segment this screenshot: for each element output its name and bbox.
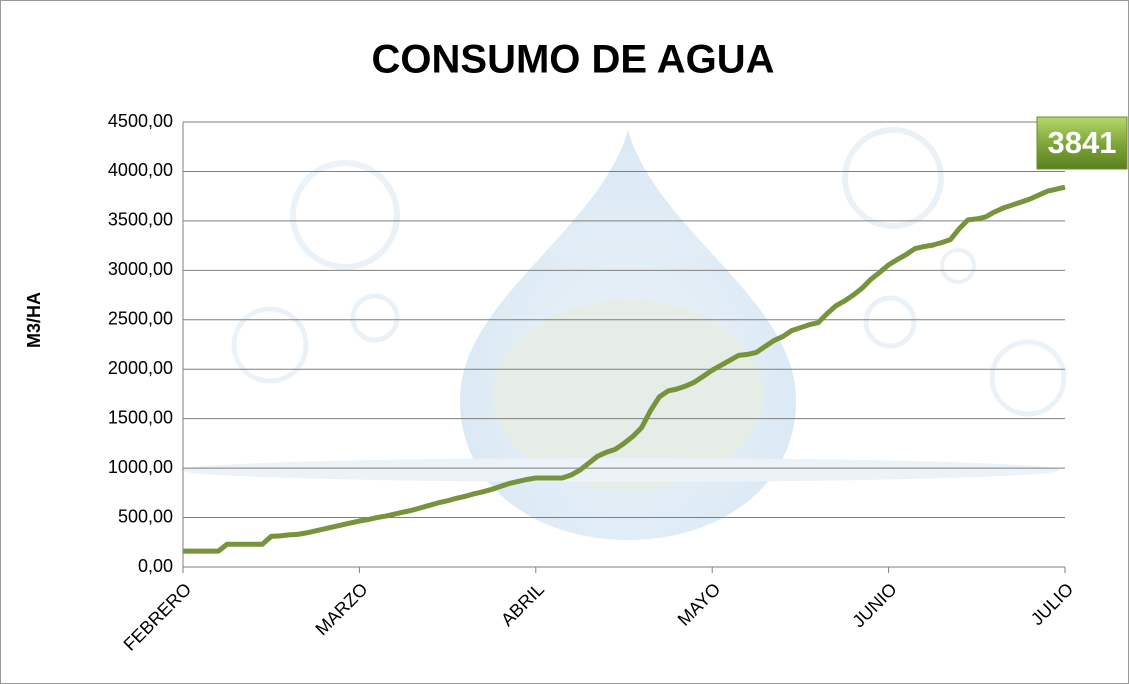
y-tick-label: 4000,00 [108, 160, 173, 180]
y-tick-label: 3000,00 [108, 259, 173, 279]
y-tick-label: 500,00 [118, 506, 173, 526]
y-axis-label: M3/HA [24, 292, 44, 348]
chart-title: CONSUMO DE AGUA [372, 38, 775, 82]
y-tick-label: 2500,00 [108, 309, 173, 329]
y-tick-label: 4500,00 [108, 111, 173, 131]
y-tick-label: 1000,00 [108, 457, 173, 477]
y-tick-label: 1500,00 [108, 407, 173, 427]
annotation-box [1036, 116, 1128, 170]
watermark [180, 127, 1067, 540]
y-tick-label: 2000,00 [108, 358, 173, 378]
y-tick-label: 3500,00 [108, 210, 173, 230]
annotation: 3841 [1048, 125, 1117, 160]
y-tick-label: 0,00 [138, 556, 173, 576]
line [183, 184, 1066, 554]
